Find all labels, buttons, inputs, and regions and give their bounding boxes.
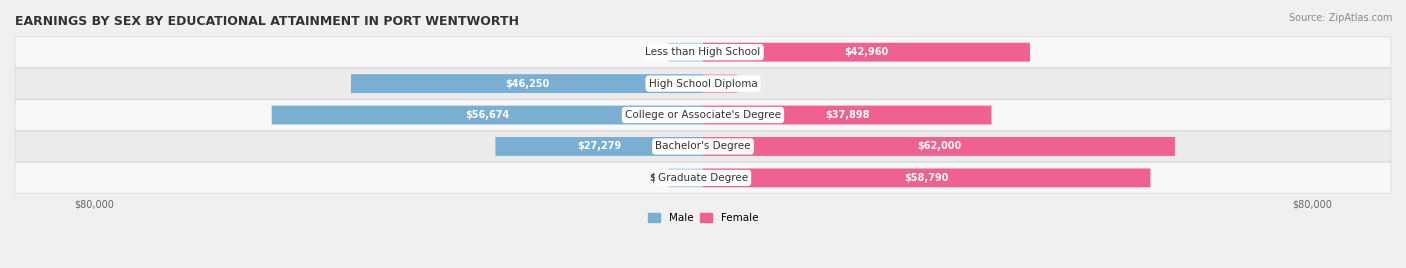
FancyBboxPatch shape (703, 169, 1150, 187)
Text: $0: $0 (744, 79, 756, 89)
Text: $0: $0 (650, 47, 662, 57)
FancyBboxPatch shape (703, 43, 1031, 62)
Text: Source: ZipAtlas.com: Source: ZipAtlas.com (1288, 13, 1392, 23)
FancyBboxPatch shape (495, 137, 703, 156)
FancyBboxPatch shape (703, 106, 991, 124)
Text: $27,279: $27,279 (576, 142, 621, 151)
Legend: Male, Female: Male, Female (644, 209, 762, 228)
FancyBboxPatch shape (15, 131, 1391, 162)
Text: $58,790: $58,790 (904, 173, 949, 183)
FancyBboxPatch shape (669, 43, 703, 62)
FancyBboxPatch shape (703, 74, 737, 93)
Text: Bachelor's Degree: Bachelor's Degree (655, 142, 751, 151)
FancyBboxPatch shape (271, 106, 703, 124)
Text: Graduate Degree: Graduate Degree (658, 173, 748, 183)
FancyBboxPatch shape (15, 37, 1391, 68)
Text: $0: $0 (650, 173, 662, 183)
FancyBboxPatch shape (15, 162, 1391, 193)
FancyBboxPatch shape (669, 169, 703, 187)
FancyBboxPatch shape (703, 137, 1175, 156)
FancyBboxPatch shape (15, 100, 1391, 130)
Text: $42,960: $42,960 (845, 47, 889, 57)
FancyBboxPatch shape (15, 68, 1391, 99)
Text: $56,674: $56,674 (465, 110, 509, 120)
Text: EARNINGS BY SEX BY EDUCATIONAL ATTAINMENT IN PORT WENTWORTH: EARNINGS BY SEX BY EDUCATIONAL ATTAINMEN… (15, 15, 519, 28)
Text: Less than High School: Less than High School (645, 47, 761, 57)
Text: $37,898: $37,898 (825, 110, 869, 120)
Text: $46,250: $46,250 (505, 79, 550, 89)
Text: $62,000: $62,000 (917, 142, 962, 151)
FancyBboxPatch shape (352, 74, 703, 93)
Text: College or Associate's Degree: College or Associate's Degree (626, 110, 780, 120)
Text: High School Diploma: High School Diploma (648, 79, 758, 89)
